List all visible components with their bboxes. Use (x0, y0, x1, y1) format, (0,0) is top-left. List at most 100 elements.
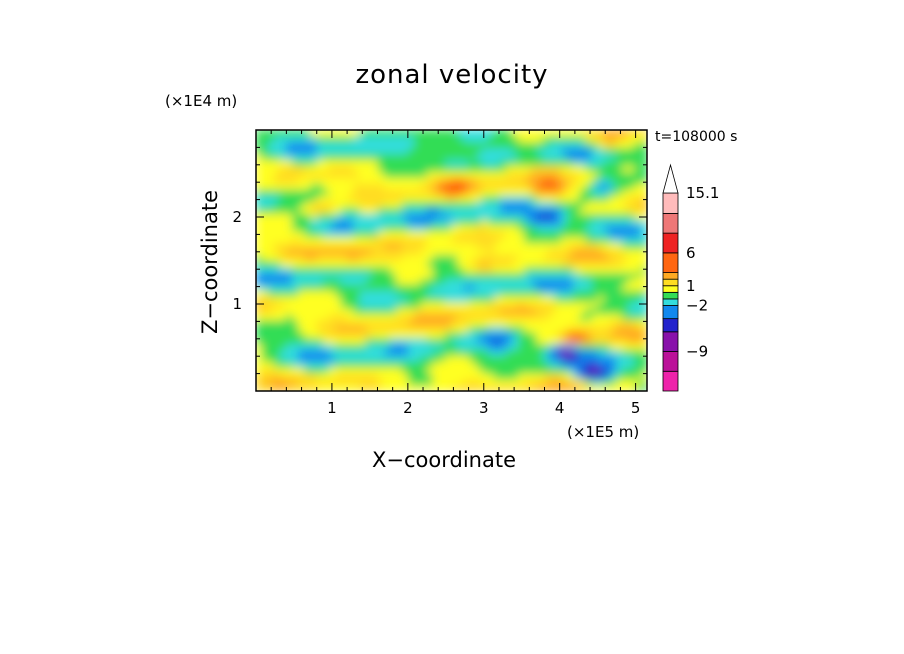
field-cell (634, 265, 642, 273)
field-cell (597, 176, 605, 184)
field-cell (457, 130, 465, 137)
field-cell (347, 153, 355, 161)
field-cell (273, 147, 281, 155)
field-cell (603, 130, 611, 137)
field-cell (573, 313, 581, 321)
field-cell (408, 182, 416, 190)
field-cell (536, 224, 544, 232)
field-cell (518, 141, 526, 149)
field-cell (622, 200, 630, 208)
field-cell (371, 265, 379, 273)
field-cell (512, 307, 520, 315)
field-cell (475, 200, 483, 208)
field-cell (487, 378, 495, 386)
field-cell (426, 147, 434, 155)
field-cell (609, 354, 617, 362)
field-cell (487, 372, 495, 380)
field-cell (383, 313, 391, 321)
field-cell (597, 254, 605, 261)
field-cell (585, 260, 593, 267)
field-cell (451, 271, 459, 279)
field-cell (353, 218, 361, 226)
field-cell (579, 378, 587, 386)
field-cell (389, 348, 398, 356)
field-cell (402, 337, 410, 345)
field-cell (609, 188, 617, 196)
field-cell (567, 194, 575, 202)
field-cell (560, 182, 569, 190)
field-cell (298, 236, 306, 244)
field-cell (414, 319, 422, 327)
field-cell (457, 307, 465, 315)
field-cell (493, 325, 501, 333)
field-cell (615, 218, 624, 226)
field-cell (402, 242, 410, 250)
field-cell (347, 165, 355, 173)
field-cell (487, 141, 495, 149)
field-cell (554, 212, 562, 220)
field-cell (493, 360, 501, 368)
field-cell (591, 182, 599, 190)
field-cell (322, 176, 330, 184)
field-cell (383, 242, 391, 250)
field-cell (548, 176, 556, 184)
field-cell (451, 319, 459, 327)
field-cell (261, 135, 269, 143)
field-cell (438, 271, 446, 279)
field-cell (310, 236, 318, 244)
field-cell (567, 360, 575, 368)
field-cell (567, 236, 575, 244)
field-cell (286, 366, 294, 374)
field-cell (622, 354, 630, 362)
field-cell (365, 218, 373, 226)
field-cell (383, 265, 391, 273)
field-cell (505, 372, 514, 380)
field-cell (457, 283, 465, 291)
field-cell (426, 366, 434, 374)
field-cell (347, 307, 355, 315)
field-cell (426, 218, 434, 226)
colorbar-extension-arrow (662, 163, 679, 194)
field-cell (475, 153, 483, 161)
field-cell (359, 182, 367, 190)
field-cell (286, 242, 294, 250)
field-cell (487, 135, 495, 143)
field-cell (414, 171, 422, 178)
field-cell (328, 159, 336, 167)
field-cell (444, 141, 452, 149)
field-cell (402, 313, 410, 321)
field-cell (261, 206, 269, 214)
field-cell (518, 283, 526, 291)
field-cell (469, 200, 477, 208)
field-cell (353, 130, 361, 137)
field-cell (298, 212, 306, 220)
field-cell (286, 295, 294, 303)
field-cell (603, 236, 611, 244)
field-cell (408, 313, 416, 321)
field-cell (609, 260, 617, 267)
field-cell (579, 313, 587, 321)
field-cell (365, 378, 373, 386)
field-cell (261, 283, 269, 291)
field-cell (256, 378, 263, 386)
field-cell (451, 295, 459, 303)
field-cell (518, 130, 526, 137)
field-cell (451, 141, 459, 149)
field-cell (426, 307, 434, 315)
field-cell (560, 153, 569, 161)
field-cell (530, 360, 538, 368)
field-cell (341, 277, 349, 285)
field-cell (560, 289, 569, 297)
field-cell (438, 372, 446, 380)
field-cell (353, 260, 361, 267)
field-cell (567, 248, 575, 256)
field-cell (554, 372, 562, 380)
field-cell (487, 147, 495, 155)
field-cell (256, 165, 263, 173)
field-cell (457, 260, 465, 267)
field-cell (261, 372, 269, 380)
field-cell (432, 176, 440, 184)
field-cell (451, 360, 459, 368)
field-cell (298, 366, 306, 374)
